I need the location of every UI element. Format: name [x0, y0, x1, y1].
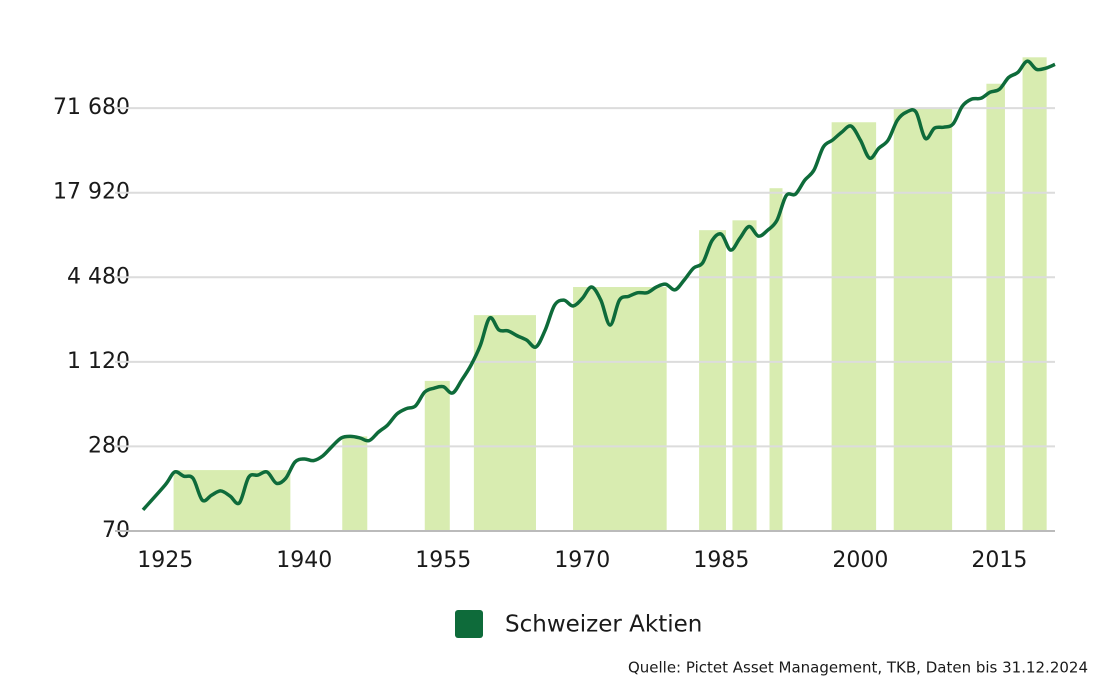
shaded-period [732, 220, 757, 531]
x-tick-label: 2015 [971, 548, 1027, 573]
x-tick-label: 2000 [832, 548, 888, 573]
shaded-period [831, 122, 877, 531]
shaded-period [769, 188, 783, 532]
shaded-period [986, 83, 1005, 532]
x-tick-label: 1970 [554, 548, 610, 573]
legend-swatch [455, 610, 483, 638]
shaded-period [893, 108, 953, 531]
x-tick-label: 1925 [137, 548, 193, 573]
shaded-period [699, 230, 726, 531]
x-tick-label: 1955 [415, 548, 471, 573]
x-tick-label: 1940 [276, 548, 332, 573]
shaded-period [342, 436, 368, 531]
line [141, 59, 1056, 512]
x-tick-label: 1985 [693, 548, 749, 573]
source-note: Quelle: Pictet Asset Management, TKB, Da… [628, 659, 1088, 677]
shaded-period [573, 287, 667, 531]
legend-label: Schweizer Aktien [505, 612, 702, 638]
shaded-period [473, 315, 536, 531]
shaded-period [424, 380, 450, 531]
shaded-period [1022, 57, 1047, 531]
